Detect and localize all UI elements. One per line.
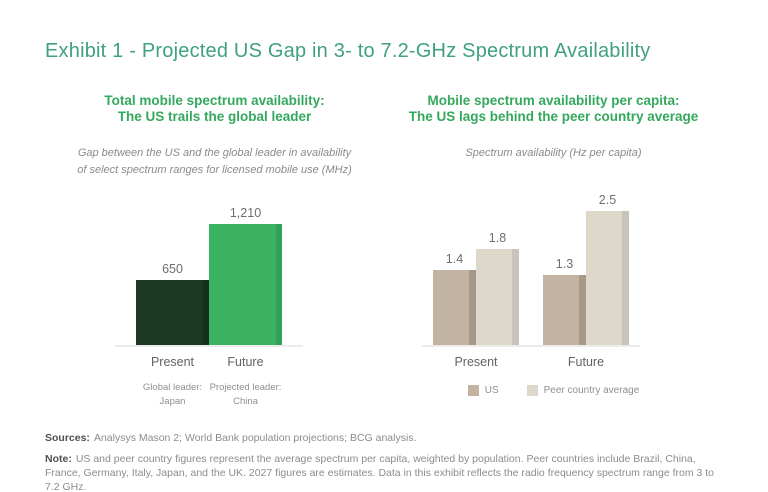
chart-subtitle-line1: Gap between the US and the global leader… bbox=[77, 147, 352, 160]
bar-group-present: 650 bbox=[136, 262, 209, 346]
note-text: US and peer country figures represent th… bbox=[45, 453, 715, 492]
x-axis-label-future: Future bbox=[567, 355, 605, 370]
note-line: Note: US and peer country figures represe… bbox=[45, 452, 723, 492]
bar-wrap: 1.8 bbox=[476, 231, 519, 346]
category-caption: Projected leader: China bbox=[209, 381, 282, 409]
bar-wrap: 650 bbox=[136, 262, 209, 346]
footer: Sources: Analysys Mason 2; World Bank pop… bbox=[45, 431, 723, 492]
chart-heading-line1: Total mobile spectrum availability: bbox=[104, 93, 325, 108]
sources-label: Sources: bbox=[45, 431, 90, 444]
bar-wrap: 1.3 bbox=[543, 257, 586, 346]
x-axis-labels: Present Future bbox=[422, 355, 640, 369]
x-axis-label-present: Present bbox=[454, 355, 498, 370]
chart-heading-line2: The US trails the global leader bbox=[117, 109, 312, 125]
bar-present bbox=[136, 280, 209, 346]
chart-subtitle: Gap between the US and the global leader… bbox=[45, 145, 384, 191]
bar-wrap: 1.4 bbox=[433, 252, 476, 346]
bar-value-label: 2.5 bbox=[598, 193, 617, 208]
chart-heading-line1: Mobile spectrum availability per capita: bbox=[427, 93, 680, 108]
bar-value-label: 1.4 bbox=[445, 252, 464, 267]
chart-subtitle-line2: of select spectrum ranges for licensed m… bbox=[77, 163, 352, 176]
bar-wrap: 2.5 bbox=[586, 193, 629, 346]
bar-peer-country-average-present bbox=[476, 249, 519, 346]
caption-line: Projected leader: bbox=[209, 382, 282, 394]
bar-peer-country-average-future bbox=[586, 211, 629, 346]
bar-us-future bbox=[543, 275, 586, 346]
x-axis-label-future: Future bbox=[227, 355, 264, 370]
chart-heading: Mobile spectrum availability per capita:… bbox=[384, 93, 723, 125]
chart-legend: US Peer country average bbox=[384, 385, 723, 397]
legend-label: Peer country average bbox=[543, 385, 640, 397]
bar-plot-area: 650 1,210 bbox=[115, 191, 303, 348]
bar-value-label: 1.8 bbox=[488, 231, 507, 246]
bar-wrap: 1,210 bbox=[209, 206, 282, 346]
category-captions: Global leader: Japan Projected leader: Chin… bbox=[115, 381, 303, 409]
total-spectrum-chart: Total mobile spectrum availability: The … bbox=[45, 63, 384, 409]
category-caption: Global leader: Japan bbox=[136, 381, 209, 409]
note-label: Note: bbox=[45, 453, 72, 466]
caption-line: Japan bbox=[159, 396, 186, 408]
chart-heading-line2: The US lags behind the peer country aver… bbox=[408, 109, 699, 125]
sources-line: Sources: Analysys Mason 2; World Bank pop… bbox=[45, 431, 723, 445]
legend-item: Peer country average bbox=[526, 385, 640, 397]
bar-value-label: 1.3 bbox=[555, 257, 574, 272]
caption-line: Global leader: bbox=[142, 382, 203, 394]
legend-item: US bbox=[467, 385, 499, 397]
chart-subtitle: Spectrum availability (Hz per capita) bbox=[384, 145, 723, 191]
bar-group-present: 1.4 1.8 bbox=[433, 231, 519, 346]
sources-text: Analysys Mason 2; World Bank population … bbox=[93, 431, 417, 444]
x-axis-label-present: Present bbox=[150, 355, 195, 370]
legend-swatch bbox=[467, 385, 479, 397]
legend-label: US bbox=[484, 385, 499, 397]
chart-columns: Total mobile spectrum availability: The … bbox=[45, 63, 723, 409]
chart-subtitle-line1: Spectrum availability (Hz per capita) bbox=[465, 147, 642, 160]
bar-group-future: 1.3 2.5 bbox=[543, 193, 629, 346]
caption-line: China bbox=[233, 396, 258, 408]
bar-value-label: 1,210 bbox=[229, 206, 262, 221]
bar-future bbox=[209, 224, 282, 346]
chart-heading: Total mobile spectrum availability: The … bbox=[45, 93, 384, 125]
x-axis-labels: Present Future bbox=[115, 355, 303, 369]
bar-plot-area: 1.4 1.8 1.3 2.5 bbox=[422, 191, 640, 348]
bar-group-future: 1,210 bbox=[209, 206, 282, 346]
bar-us-present bbox=[433, 270, 476, 346]
per-capita-chart: Mobile spectrum availability per capita:… bbox=[384, 63, 723, 409]
bar-value-label: 650 bbox=[162, 262, 183, 277]
legend-swatch bbox=[526, 385, 538, 397]
page-title: Exhibit 1 - Projected US Gap in 3- to 7.… bbox=[45, 40, 651, 62]
